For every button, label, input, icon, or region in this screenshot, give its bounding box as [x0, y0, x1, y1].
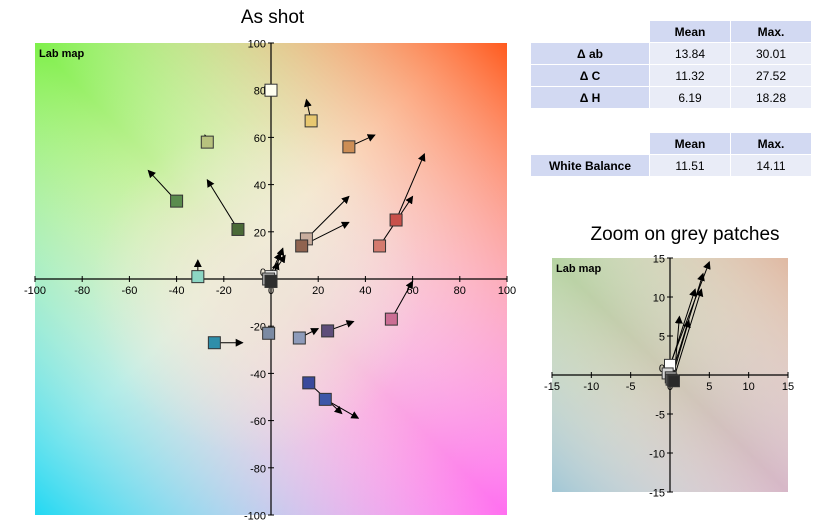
main-plot-label: Lab map [39, 48, 85, 60]
main-patch-marker [342, 140, 356, 154]
main-patch-marker [373, 239, 387, 253]
table-header-row: Mean Max. [530, 20, 812, 43]
main-patch-marker [170, 194, 184, 208]
cell-mean: 6.19 [649, 86, 731, 109]
zoom-y-tick-label: 10 [653, 293, 665, 305]
main-shift-arrow [306, 195, 350, 240]
cell-max: 27.52 [730, 64, 812, 87]
cell-mean: 11.51 [649, 154, 731, 177]
table-corner-cell [530, 132, 650, 155]
main-y-tick-label: -100 [244, 511, 266, 523]
main-y-tick-label: -80 [250, 463, 266, 475]
main-patch-marker [231, 222, 245, 236]
cell-mean: 11.32 [649, 64, 731, 87]
zoom-y-tick-label: 5 [659, 332, 665, 344]
zoom-chart-title: Zoom on grey patches [590, 224, 780, 245]
row-label-delta-h: Δ H [530, 86, 650, 109]
main-patch-marker [304, 114, 318, 128]
main-patch-marker [200, 135, 214, 149]
table-header-row: Mean Max. [530, 132, 812, 155]
main-patch-marker [389, 213, 403, 227]
main-x-tick-label: 0 [268, 285, 274, 297]
main-patch-marker [207, 336, 221, 350]
main-x-tick-label: 60 [406, 285, 418, 297]
main-patch-marker [262, 326, 276, 340]
main-patch-marker [292, 331, 306, 345]
cell-mean: 13.84 [649, 42, 731, 65]
header-max: Max. [730, 132, 812, 155]
header-max: Max. [730, 20, 812, 43]
table-row: White Balance 11.51 14.11 [530, 154, 812, 177]
main-y-tick-label: 20 [254, 227, 266, 239]
main-shift-arrow [206, 179, 239, 230]
main-y-tick-label: -20 [250, 322, 266, 334]
main-x-tick-label: -100 [24, 285, 46, 297]
main-x-tick-label: -40 [169, 285, 185, 297]
zoom-x-tick-label: -10 [583, 381, 599, 393]
zoom-x-tick-label: -5 [626, 381, 636, 393]
main-y-tick-label: -40 [250, 369, 266, 381]
main-y-tick-label: 100 [248, 39, 266, 51]
main-patch-marker [191, 270, 205, 284]
zoom-x-tick-label: 5 [706, 381, 712, 393]
main-y-tick-label: -60 [250, 416, 266, 428]
cell-max: 14.11 [730, 154, 812, 177]
main-y-tick-label: 60 [254, 133, 266, 145]
main-x-tick-label: 80 [454, 285, 466, 297]
zoom-x-tick-label: -15 [544, 381, 560, 393]
main-x-tick-label: -20 [216, 285, 232, 297]
cell-max: 18.28 [730, 86, 812, 109]
table-row: Δ ab 13.84 30.01 [530, 42, 812, 65]
main-patch-marker [384, 312, 398, 326]
row-label-delta-c: Δ C [530, 64, 650, 87]
main-patch-marker [321, 324, 335, 338]
zoom-y-tick-label: -5 [655, 410, 665, 422]
zoom-x-tick-label: 15 [782, 381, 794, 393]
main-patch-marker [264, 274, 278, 288]
zoom-y-tick-label: 15 [653, 254, 665, 266]
main-patch-marker [302, 376, 316, 390]
zoom-x-tick-label: 10 [743, 381, 755, 393]
header-mean: Mean [649, 132, 731, 155]
table-corner-cell [530, 20, 650, 43]
row-label-white-balance: White Balance [530, 154, 650, 177]
header-mean: Mean [649, 20, 731, 43]
zoom-patch-marker [667, 375, 680, 388]
main-shift-arrow [395, 153, 426, 221]
chart-title: As shot [240, 7, 305, 28]
zoom-plot-label: Lab map [556, 263, 602, 275]
delta-stats-table: Mean Max. Δ ab 13.84 30.01 Δ C 11.32 27.… [530, 20, 812, 109]
main-patch-marker [264, 83, 278, 97]
main-x-tick-label: 20 [312, 285, 324, 297]
main-y-tick-label: 80 [254, 86, 266, 98]
zoom-y-tick-label: -10 [649, 449, 665, 461]
main-x-tick-label: -60 [121, 285, 137, 297]
main-x-tick-label: 40 [359, 285, 371, 297]
row-label-delta-ab: Δ ab [530, 42, 650, 65]
main-x-tick-label: 100 [498, 285, 516, 297]
white-balance-table: Mean Max. White Balance 11.51 14.11 [530, 132, 812, 177]
main-patch-marker [295, 239, 309, 253]
table-row: Δ C 11.32 27.52 [530, 64, 812, 87]
main-y-tick-label: 40 [254, 180, 266, 192]
table-row: Δ H 6.19 18.28 [530, 86, 812, 109]
zoom-shift-arrow [672, 288, 704, 381]
cell-max: 30.01 [730, 42, 812, 65]
main-x-tick-label: -80 [74, 285, 90, 297]
zoom-y-tick-label: -15 [649, 488, 665, 500]
main-patch-marker [318, 392, 332, 406]
